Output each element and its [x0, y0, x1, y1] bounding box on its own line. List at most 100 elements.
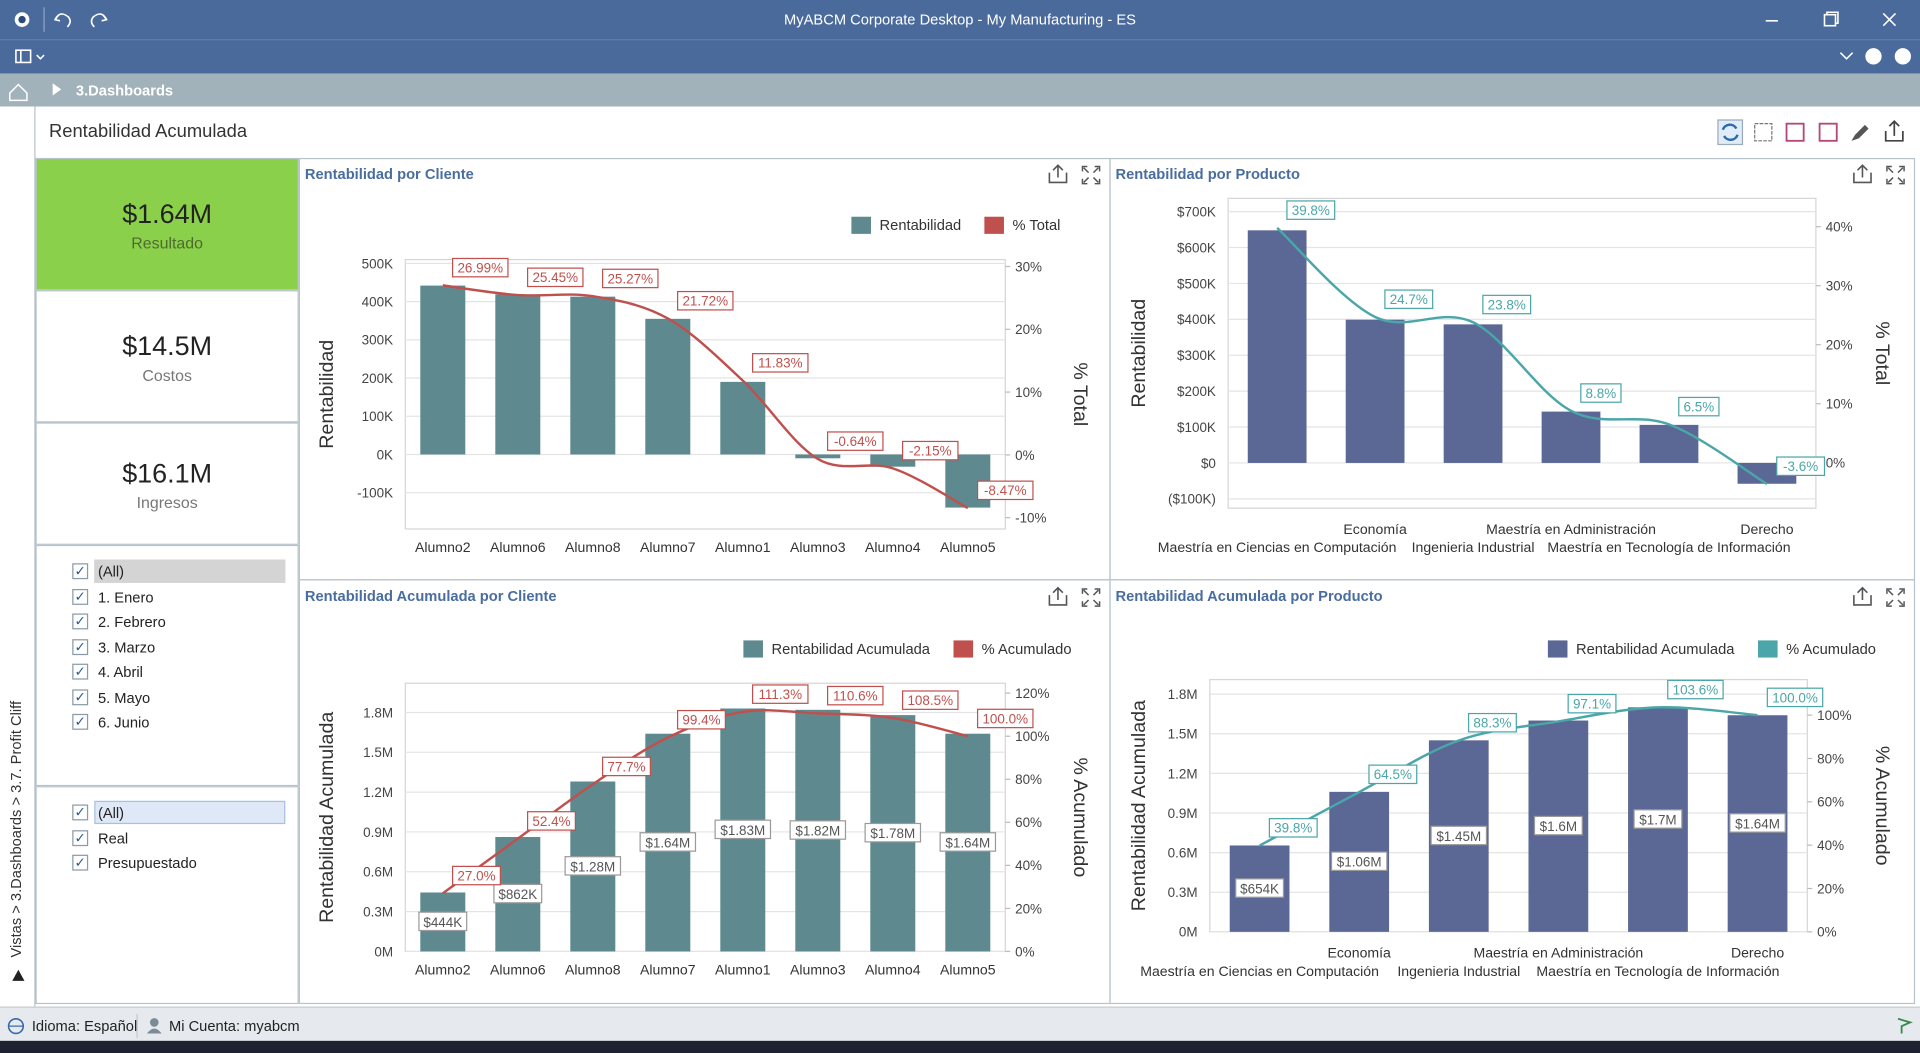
data-label: 108.5%	[907, 693, 953, 708]
filter-option[interactable]: 2. Febrero	[97, 613, 166, 631]
data-label: 23.8%	[1488, 297, 1526, 312]
y2-tick-label: 30%	[1826, 279, 1853, 294]
y2-tick-label: 10%	[1826, 397, 1853, 412]
kpi-value: $1.64M	[122, 198, 213, 229]
y2-tick-label: 60%	[1817, 795, 1844, 810]
data-label: 8.8%	[1586, 386, 1617, 401]
y2-axis-title: % Total	[1069, 362, 1091, 426]
filter-option[interactable]: 4. Abril	[97, 663, 143, 681]
chart-title: Rentabilidad por Cliente	[305, 167, 474, 183]
bar	[1247, 230, 1307, 463]
checkbox[interactable]: ✓	[72, 804, 89, 821]
legend-label: % Acumulado	[982, 642, 1072, 658]
y-tick-label: 400K	[362, 295, 393, 310]
checkbox[interactable]: ✓	[72, 613, 89, 630]
expand-icon[interactable]	[1886, 165, 1905, 185]
y2-tick-label: 60%	[1015, 815, 1042, 830]
y-tick-label: 0K	[377, 447, 393, 462]
collapse-icon[interactable]	[12, 969, 25, 981]
y-tick-label: 1.8M	[1168, 687, 1198, 702]
data-label: 52.4%	[532, 814, 570, 829]
legend-swatch	[1547, 640, 1568, 658]
data-label-box	[1776, 456, 1826, 477]
y-tick-label: -100K	[357, 486, 393, 501]
y-tick-label: $100K	[1177, 420, 1216, 435]
filter-highlight	[94, 800, 286, 825]
export-icon[interactable]	[1853, 164, 1872, 184]
bar	[1541, 411, 1601, 463]
data-label-box	[751, 684, 809, 704]
y-tick-label: 0.3M	[363, 905, 393, 920]
y-axis-title: Rentabilidad	[1128, 299, 1150, 408]
filter-option[interactable]: 5. Mayo	[97, 688, 151, 706]
checkbox[interactable]: ✓	[72, 663, 89, 680]
data-label-box	[714, 819, 772, 840]
export-icon[interactable]	[1048, 164, 1068, 184]
expand-icon[interactable]	[1081, 588, 1101, 607]
checkbox[interactable]: ✓	[72, 854, 89, 871]
checkbox[interactable]: ✓	[72, 688, 89, 705]
data-label: $1.64M	[1735, 816, 1780, 831]
x-tick-label: Maestría en Ciencias en Computación	[1140, 963, 1379, 979]
filter-option[interactable]: Real	[97, 829, 129, 847]
expand-icon[interactable]	[1886, 588, 1905, 607]
y-tick-label: 0M	[374, 944, 393, 959]
status-bar: Idioma: Español Mi Cuenta: myabcm	[0, 1006, 1920, 1041]
x-tick-label: Alumno2	[415, 962, 471, 978]
y-tick-label: 0.6M	[363, 865, 393, 880]
y-tick-label: 1.2M	[1168, 766, 1198, 781]
export-icon[interactable]	[1853, 586, 1872, 606]
kpi-label: Resultado	[131, 233, 203, 253]
filter-option[interactable]: 1. Enero	[97, 588, 154, 606]
checkbox[interactable]: ✓	[72, 588, 89, 605]
filter-panel	[35, 786, 299, 1005]
data-label: 100.0%	[982, 711, 1028, 726]
account[interactable]: Mi Cuenta: myabcm	[168, 1017, 300, 1035]
data-label-box	[1286, 200, 1336, 220]
data-label-box	[418, 911, 468, 932]
data-label-box	[1667, 679, 1724, 700]
filter-option[interactable]: 6. Junio	[97, 713, 150, 732]
data-label: 39.8%	[1274, 821, 1312, 836]
y2-tick-label: 20%	[1015, 322, 1042, 337]
y2-tick-label: 80%	[1015, 772, 1042, 787]
checkbox[interactable]: ✓	[72, 563, 89, 580]
window-title: MyABCM Corporate Desktop - My Manufactur…	[784, 11, 1136, 29]
checkbox[interactable]: ✓	[72, 713, 89, 730]
data-label: $1.45M	[1436, 829, 1481, 844]
language[interactable]: Idioma: Español	[31, 1017, 138, 1035]
filter-option[interactable]: Presupuestado	[97, 854, 197, 872]
checkbox[interactable]: ✓	[72, 829, 89, 846]
window-controls	[14, 7, 1912, 65]
y2-tick-label: 0%	[1015, 944, 1034, 959]
y2-tick-label: 40%	[1015, 858, 1042, 873]
filter-option[interactable]: (All)	[97, 563, 125, 581]
legend-label: Rentabilidad Acumulada	[1576, 642, 1735, 658]
legend-label: % Acumulado	[1786, 642, 1876, 658]
data-label-box	[601, 268, 659, 289]
x-tick-label: Economía	[1327, 945, 1391, 961]
plot-area	[1227, 197, 1817, 509]
kpi-card: $14.5M Costos	[35, 290, 299, 423]
legend-swatch	[1758, 640, 1778, 658]
export-icon[interactable]	[1048, 586, 1068, 606]
expand-icon[interactable]	[1081, 165, 1101, 185]
data-label-box	[639, 832, 697, 852]
data-label: 25.45%	[532, 270, 578, 285]
y2-axis-title: % Total	[1871, 321, 1893, 385]
kpi-value: $14.5M	[122, 330, 213, 362]
chart-title: Rentabilidad por Producto	[1116, 167, 1300, 183]
data-label: 6.5%	[1684, 400, 1715, 415]
filter-option[interactable]: 3. Marzo	[97, 638, 156, 656]
breadcrumb[interactable]: 3.Dashboards	[75, 82, 174, 100]
checkbox[interactable]: ✓	[72, 638, 89, 655]
bar	[1639, 424, 1699, 463]
dashboard-toolbar[interactable]	[1717, 119, 1904, 146]
y2-tick-label: 0%	[1015, 448, 1034, 463]
x-tick-label: Alumno1	[715, 539, 771, 555]
kpi-label: Ingresos	[136, 493, 198, 512]
x-tick-label: Maestría en Tecnología de Información	[1547, 539, 1790, 555]
data-label-box	[1384, 289, 1434, 310]
y2-tick-label: 20%	[1015, 901, 1042, 916]
filter-option[interactable]: (All)	[97, 804, 125, 822]
